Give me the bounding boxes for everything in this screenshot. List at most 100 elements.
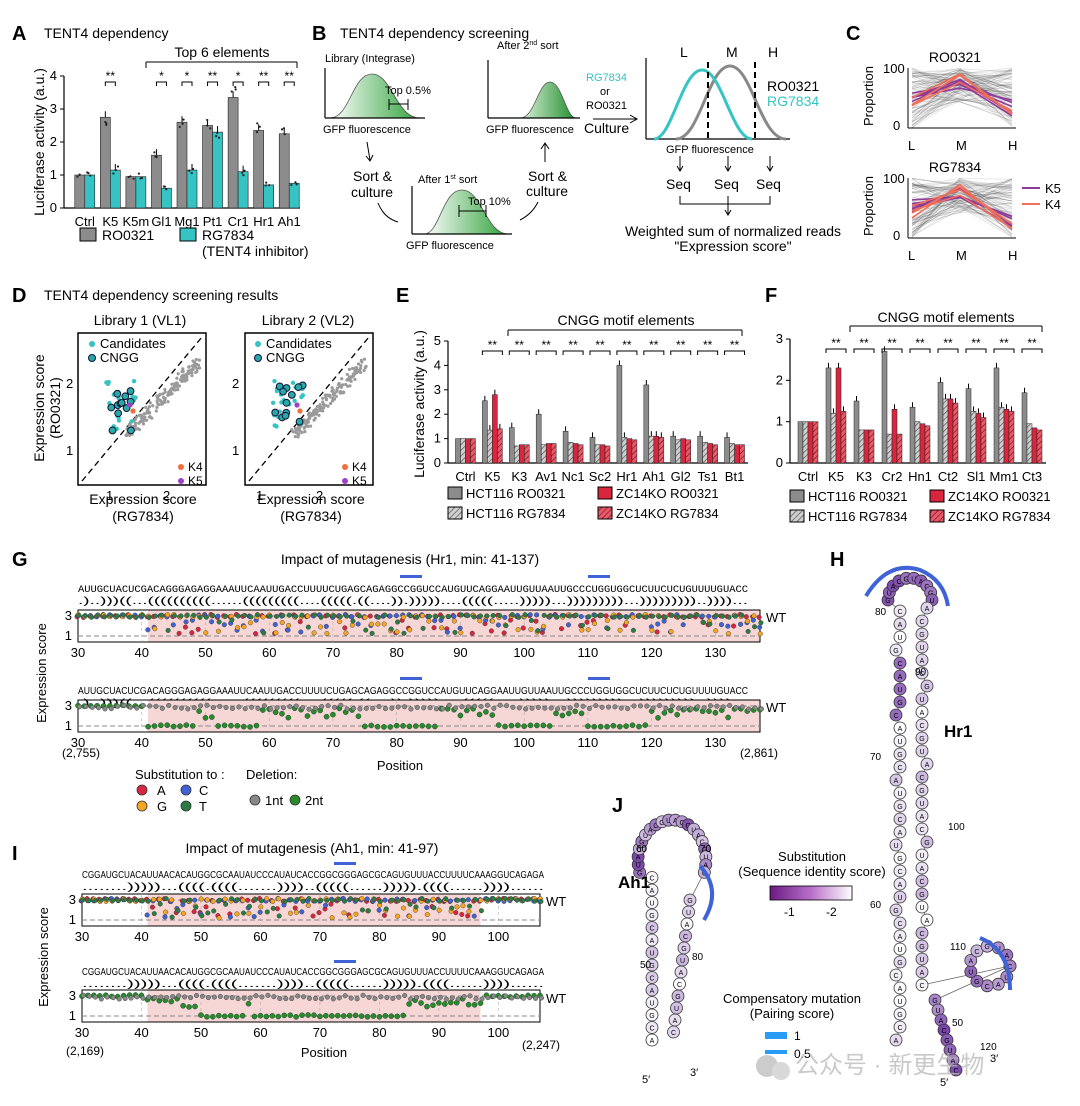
g2-del2-point xyxy=(323,713,330,720)
i1-subst-point xyxy=(149,904,155,910)
h-nt-letter: A xyxy=(894,778,899,785)
f-sig-bracket xyxy=(1021,348,1043,353)
gfp-label-3: GFP fluorescence xyxy=(486,124,574,136)
d-point xyxy=(308,424,313,428)
d-point xyxy=(170,382,174,386)
panel-letter-e: E xyxy=(396,285,409,307)
i-xlabel: Position xyxy=(301,1045,347,1060)
d-candidate-point xyxy=(270,400,276,405)
h-nucleotide xyxy=(893,760,907,774)
g2-del2-point xyxy=(572,708,578,715)
f-bar-Sl1-2 xyxy=(975,413,982,464)
h-nucleotide xyxy=(893,682,907,696)
f-bar-Cr2-2 xyxy=(891,409,898,464)
i1-subst-point xyxy=(151,896,157,902)
g1-subst-point xyxy=(311,630,317,636)
e-bar-Bt1-2 xyxy=(734,444,740,464)
chartCtop-line xyxy=(911,69,1013,90)
i2-del1-point xyxy=(271,994,277,1000)
g1-subst-point xyxy=(344,613,350,619)
i2-xtick: 70 xyxy=(313,1025,327,1040)
h-nt-letter: G xyxy=(984,944,989,951)
h-nucleotide xyxy=(893,981,907,995)
g1-subst-point xyxy=(713,612,719,618)
i1-subst-point xyxy=(204,897,210,903)
g1-subst-point xyxy=(560,612,566,618)
j-nt-letter: G xyxy=(637,870,642,877)
g1-subst-point xyxy=(140,612,146,618)
g1-subst-point xyxy=(541,623,547,629)
i1-subst-point xyxy=(270,905,276,911)
f-bar-Sl1-0 xyxy=(965,388,972,464)
h-nucleotide xyxy=(893,994,907,1008)
chartCtop-line xyxy=(911,87,1013,127)
g1-subst-point xyxy=(527,612,533,618)
i2-del2-point xyxy=(400,1012,406,1019)
e-bar-K5-1 xyxy=(487,429,493,464)
h-nt-letter: C xyxy=(953,1068,958,1075)
g2-xtick: 70 xyxy=(326,735,340,750)
g-seq-2: AUUGCUACUCGACAGGGAGAGGAAAUUCAAUUGACCUUUU… xyxy=(78,685,748,697)
g1-subst-point xyxy=(718,622,724,628)
e-xtick-Ah1: Ah1 xyxy=(642,469,665,484)
h-nt-letter: A xyxy=(925,606,930,613)
i1-subst-point xyxy=(508,896,514,902)
g1-subst-point xyxy=(502,614,508,620)
a-point xyxy=(163,185,166,188)
h-nucleotide xyxy=(889,643,903,657)
a-xtick-Cr1: Cr1 xyxy=(228,214,249,229)
i1-subst-point xyxy=(305,902,311,908)
e-ylabel: Luciferase activity (a.u.) xyxy=(411,330,427,478)
i1-subst-point xyxy=(318,897,324,903)
g1-subst-point xyxy=(592,613,598,619)
f-xtick-Ct2: Ct2 xyxy=(938,469,958,484)
i1-xtick: 80 xyxy=(372,929,386,944)
i2-del2-point xyxy=(198,1012,204,1018)
a-sig-label: * xyxy=(185,69,190,83)
i2-del2-point xyxy=(424,1003,430,1010)
g1-subst-point xyxy=(261,630,267,636)
d-candidate-point xyxy=(272,423,277,428)
i1-subst-point xyxy=(110,898,116,904)
g2-del2-point xyxy=(667,707,674,714)
h-nucleotide xyxy=(893,812,907,826)
g2-del2-point xyxy=(546,723,553,729)
d-point xyxy=(332,397,337,401)
g1-subst-point xyxy=(618,613,624,619)
chartCtop-line xyxy=(911,76,1013,100)
h-nt-letter: A xyxy=(894,1038,899,1045)
g1-subst-point xyxy=(484,613,490,619)
f-bar-Sl1-1 xyxy=(970,411,977,464)
g1-subst-point xyxy=(757,631,763,637)
f-bar-K5-3 xyxy=(840,411,847,464)
g1-subst-point xyxy=(439,625,445,631)
d-point xyxy=(360,360,364,364)
g1-subst-point xyxy=(611,614,617,620)
i1-subst-point xyxy=(98,897,104,903)
i1-subst-point xyxy=(336,896,342,902)
i1-subst-point xyxy=(383,906,389,912)
j-end5: 5′ xyxy=(642,1074,650,1086)
g1-subst-point xyxy=(432,618,438,624)
i1-subst-point xyxy=(312,898,318,904)
g1-xtick: 70 xyxy=(326,645,340,660)
i1-subst-point xyxy=(193,904,199,910)
h-nucleotide xyxy=(889,773,903,787)
h-nucleotide xyxy=(893,955,907,969)
i1-subst-point xyxy=(353,911,359,917)
i1-subst-point xyxy=(229,896,235,902)
g1-subst-point xyxy=(381,621,387,627)
j-nt-letter: A xyxy=(673,818,678,825)
a-point xyxy=(268,184,271,187)
a-point xyxy=(191,167,195,171)
subst-tick-1: -1 xyxy=(784,905,795,919)
i1-subst-point xyxy=(264,909,270,915)
j-nt-letter: A xyxy=(636,855,641,862)
d-point xyxy=(187,365,191,369)
d-point xyxy=(175,385,179,389)
a-point xyxy=(127,175,130,179)
i1-subst-point xyxy=(407,901,413,907)
j-nt-letter: U xyxy=(649,951,654,958)
e-legend-2: HCT116 RG7834 xyxy=(466,506,565,521)
i1-subst-point xyxy=(376,907,382,913)
